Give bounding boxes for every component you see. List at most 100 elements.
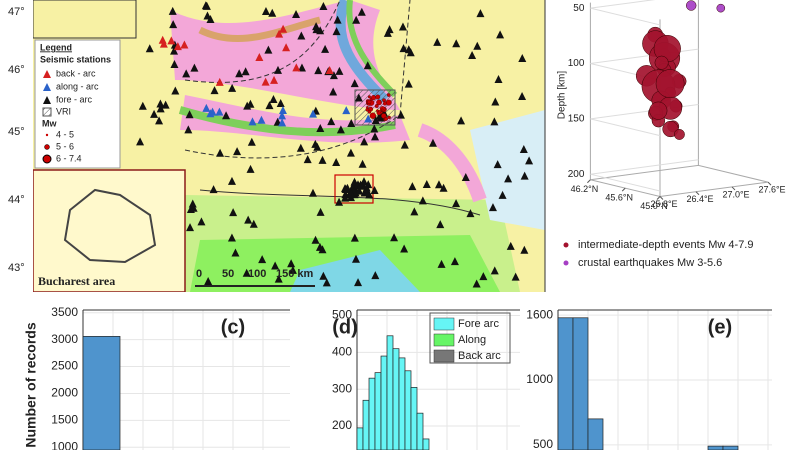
bar xyxy=(707,445,724,450)
station xyxy=(167,36,176,45)
y-tick-label: 500 xyxy=(533,437,553,450)
z-tick-label: 200 xyxy=(568,169,585,180)
station xyxy=(428,138,437,147)
epicenter xyxy=(370,95,377,101)
station xyxy=(390,233,399,242)
station xyxy=(364,114,373,123)
y-tick-label: 400 xyxy=(332,345,352,359)
legend-label: crustal earthquakes Mw 3-5.6 xyxy=(578,257,722,269)
station xyxy=(498,190,507,199)
z-axis-label: Depth [km] xyxy=(557,71,568,120)
geology xyxy=(198,16,321,43)
epicenter xyxy=(365,107,370,112)
bar xyxy=(422,438,430,450)
station xyxy=(312,25,321,34)
station xyxy=(450,257,459,266)
legend-symbol xyxy=(43,83,51,91)
legend-symbol xyxy=(563,260,569,266)
legend-symbol xyxy=(433,333,455,347)
station xyxy=(170,59,179,68)
event xyxy=(649,101,668,120)
legend-label: Back arc xyxy=(458,350,501,362)
station xyxy=(472,279,481,288)
station xyxy=(228,83,237,92)
station xyxy=(342,106,351,115)
station xyxy=(360,177,369,186)
station xyxy=(264,45,273,54)
station xyxy=(314,66,323,75)
station xyxy=(422,179,431,188)
station xyxy=(408,182,417,191)
panel-title: (e) xyxy=(708,316,732,338)
station xyxy=(370,186,379,195)
station xyxy=(466,209,475,218)
scale-label: 50 xyxy=(222,268,234,280)
legend-subtitle: Seismic stations xyxy=(40,54,111,64)
station xyxy=(258,255,267,264)
station xyxy=(215,77,224,86)
station xyxy=(370,124,379,133)
station xyxy=(406,48,415,57)
legend-label: Along xyxy=(458,334,486,346)
inset xyxy=(33,0,137,39)
y-tick-label: 45.6°N xyxy=(605,193,633,203)
epicenter xyxy=(387,115,391,119)
station xyxy=(279,24,288,33)
lat-label: 47° xyxy=(8,6,25,18)
lat-label: 46° xyxy=(8,64,25,76)
bar xyxy=(392,348,400,450)
station xyxy=(297,63,306,72)
station xyxy=(335,197,344,206)
station xyxy=(319,271,328,280)
bar xyxy=(572,317,589,450)
charts: 50 100 150 200 25.8°E 26.4°E 27.0°E 27.6°E 46.2°… xyxy=(23,0,786,450)
station xyxy=(233,147,242,156)
station xyxy=(436,220,445,229)
station xyxy=(354,278,363,287)
station xyxy=(434,180,443,189)
station xyxy=(308,188,317,197)
station xyxy=(206,109,215,118)
station xyxy=(186,223,195,232)
station xyxy=(216,148,225,157)
station xyxy=(371,271,380,280)
station xyxy=(210,86,219,95)
station xyxy=(452,199,461,208)
station xyxy=(261,7,270,16)
y-tick-label: 1600 xyxy=(526,307,553,321)
station xyxy=(375,111,384,120)
legend-symbol xyxy=(433,349,455,363)
station xyxy=(329,87,338,96)
legend-symbol xyxy=(563,242,569,248)
station xyxy=(410,207,419,216)
station xyxy=(257,115,266,124)
legend-symbol xyxy=(42,107,52,117)
station xyxy=(311,139,320,148)
legend-symbol xyxy=(42,154,52,164)
station xyxy=(156,99,165,108)
station xyxy=(292,9,301,18)
station xyxy=(311,235,320,244)
legend-label: intermediate-depth events Mw 4-7.9 xyxy=(578,239,753,251)
station xyxy=(282,43,291,52)
y-axis-label: Number of records xyxy=(23,322,39,447)
station xyxy=(190,63,199,72)
station xyxy=(519,145,528,154)
station xyxy=(433,37,442,46)
station xyxy=(399,44,408,53)
epicenter xyxy=(375,94,381,100)
station xyxy=(274,274,283,283)
station xyxy=(274,65,283,74)
lat-label: 44° xyxy=(8,194,25,206)
tick-mark xyxy=(695,191,700,196)
bar xyxy=(404,370,412,450)
station xyxy=(479,272,488,281)
station xyxy=(506,241,515,250)
panel-title: (c) xyxy=(221,316,245,338)
stations xyxy=(47,1,534,288)
station xyxy=(276,99,285,108)
station xyxy=(189,203,198,212)
station xyxy=(229,208,238,217)
station xyxy=(457,116,466,125)
station xyxy=(227,233,236,242)
